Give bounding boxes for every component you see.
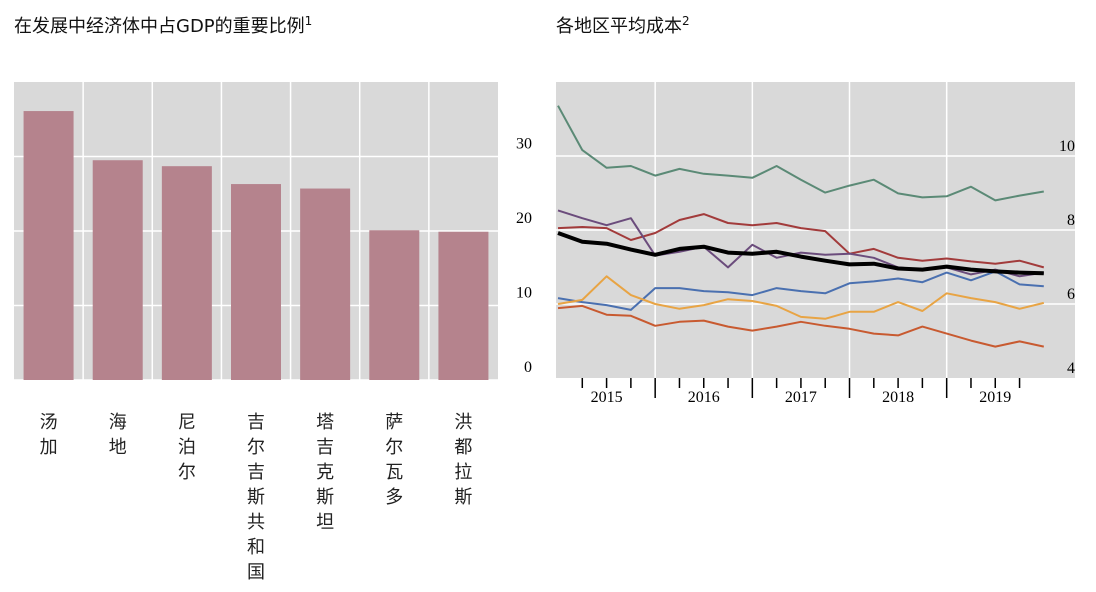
x-tick-label: 2015 [591, 389, 623, 406]
bar [231, 184, 281, 380]
x-tick-label: 塔吉克斯坦 [316, 412, 335, 533]
series-line [557, 213, 1045, 269]
series-line [557, 275, 1045, 320]
bar [369, 230, 420, 380]
x-tick-label: 2018 [882, 389, 914, 406]
series-line [557, 209, 1044, 278]
y-tick-label: 4 [1067, 360, 1075, 377]
series-line [557, 231, 1044, 276]
chart-title: 在发展中经济体中占GDP的重要比例1 [14, 14, 312, 37]
x-tick-label: 萨尔瓦多 [385, 412, 404, 508]
y-tick-label: 30 [516, 136, 532, 153]
title-note: 2 [682, 14, 690, 28]
bar [92, 160, 143, 380]
y-tick-label: 0 [524, 359, 532, 376]
x-tick-label: 2019 [979, 389, 1011, 406]
title-text: 各地区平均成本 [556, 16, 682, 37]
title-note: 1 [305, 14, 313, 28]
x-tick-label: 汤加 [39, 412, 58, 458]
x-tick-label: 尼泊尔 [177, 412, 196, 483]
title-text: 在发展中经济体中占GDP的重要比例 [14, 16, 305, 37]
bar [300, 188, 351, 380]
y-tick-label: 8 [1067, 212, 1075, 229]
y-tick-label: 10 [1059, 138, 1075, 155]
x-tick-label: 2017 [785, 389, 817, 406]
series-line [557, 304, 1045, 348]
x-tick-label: 洪都拉斯 [454, 412, 473, 508]
y-tick-label: 20 [516, 210, 532, 227]
bar [161, 166, 212, 380]
bar [23, 111, 74, 381]
chart-title: 各地区平均成本2 [556, 14, 690, 37]
x-tick-label: 吉尔吉斯共和国 [247, 412, 265, 583]
x-tick-label: 海地 [108, 412, 127, 458]
y-tick-label: 6 [1067, 286, 1075, 303]
series-line [557, 105, 1044, 202]
series-line [557, 270, 1044, 311]
bar [438, 231, 489, 380]
x-tick-label: 2016 [688, 389, 720, 406]
y-tick-label: 10 [516, 285, 532, 302]
